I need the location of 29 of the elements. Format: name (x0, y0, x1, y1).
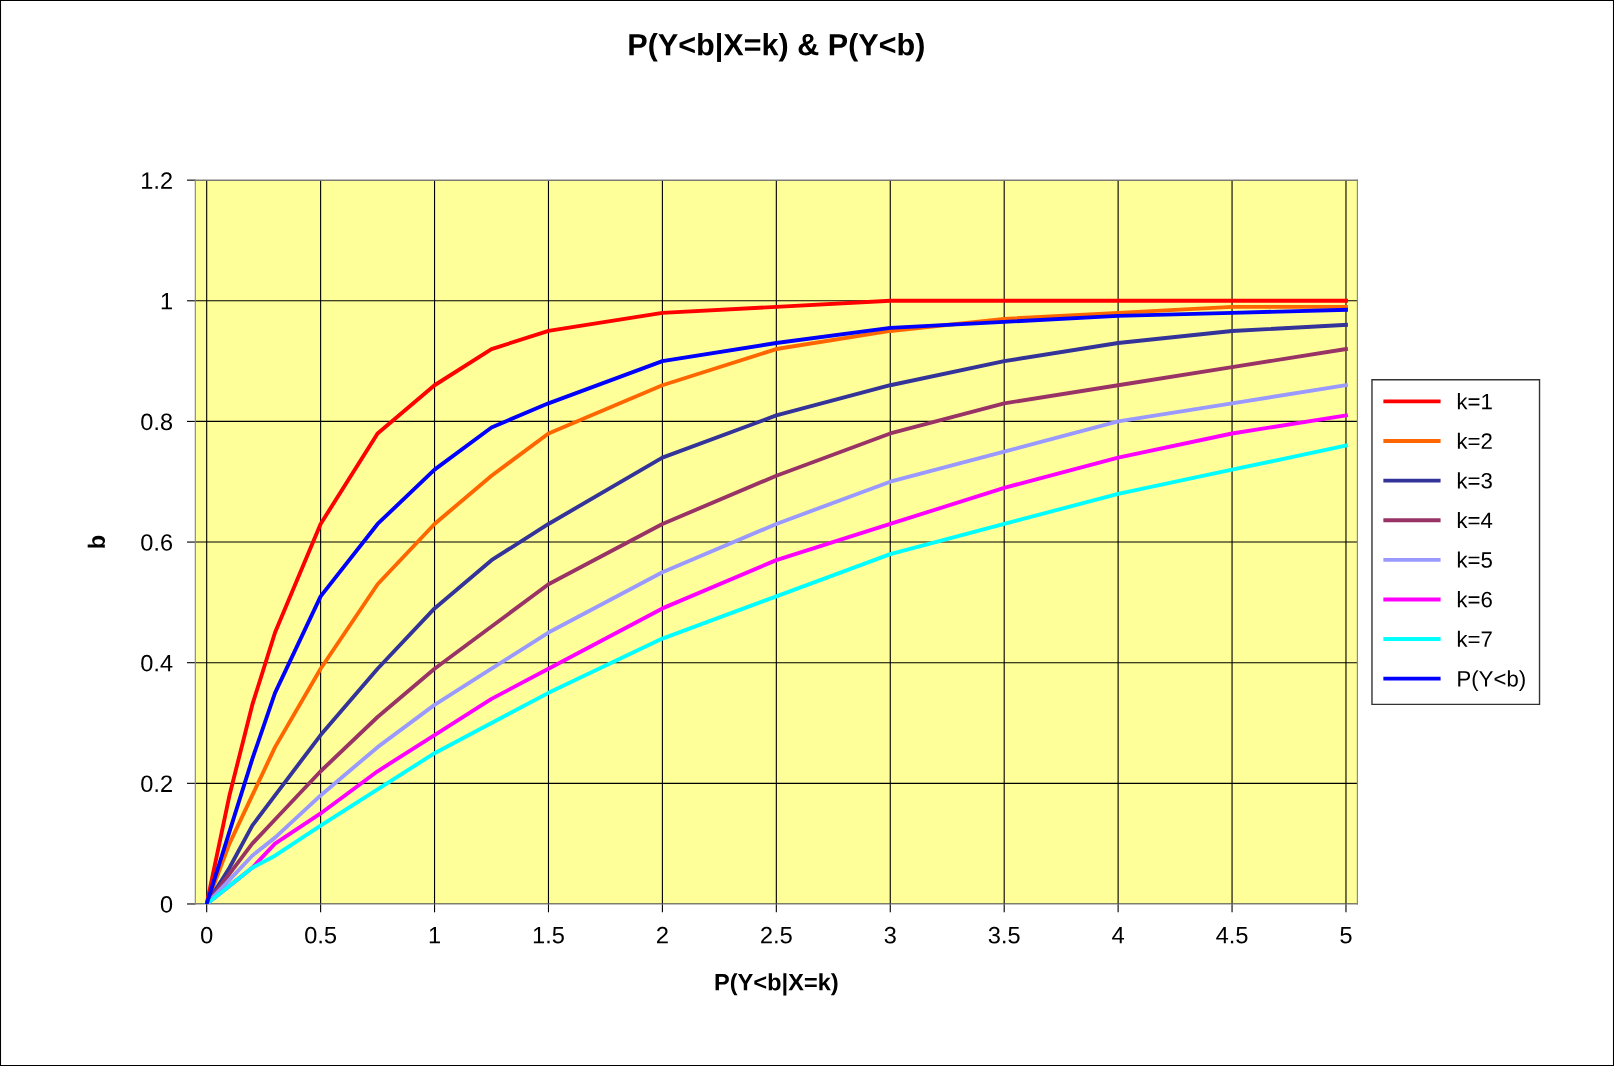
y-tick-label: 0.4 (141, 654, 173, 672)
legend-label: k=4 (1457, 511, 1493, 529)
x-tick-label: 3.5 (988, 926, 1020, 944)
x-tick-label: 0.5 (305, 926, 337, 944)
y-axis-title: b (87, 535, 106, 548)
y-tick-label: 0.8 (141, 413, 173, 431)
chart-title: P(Y<b|X=k) & P(Y<b) (629, 33, 924, 62)
x-axis-title: P(Y<b|X=k) (715, 973, 838, 996)
x-tick-label: 1 (429, 927, 440, 944)
y-tick-label: 1.2 (142, 172, 172, 189)
y-tick-label: 1 (161, 293, 172, 310)
x-tick-label: 4.5 (1216, 927, 1248, 944)
y-tick-label: 0.6 (141, 534, 173, 551)
y-tick-label: 0.2 (141, 775, 172, 793)
x-tick-label: 2.5 (761, 926, 792, 944)
legend-label: k=1 (1457, 393, 1492, 410)
y-tick-label: 0 (160, 896, 173, 913)
legend-label: P(Y<b) (1458, 670, 1525, 692)
legend-label: k=3 (1457, 472, 1492, 489)
x-tick-label: 1.5 (533, 927, 564, 944)
legend-label: k=5 (1457, 551, 1492, 568)
legend-label: k=7 (1457, 630, 1492, 647)
x-tick-label: 0 (201, 926, 213, 944)
x-tick-label: 3 (884, 926, 896, 944)
x-tick-label: 4 (1112, 927, 1124, 944)
legend-label: k=2 (1457, 432, 1492, 449)
x-tick-label: 2 (657, 926, 668, 944)
x-tick-label: 5 (1340, 927, 1352, 944)
legend-label: k=6 (1457, 591, 1492, 608)
